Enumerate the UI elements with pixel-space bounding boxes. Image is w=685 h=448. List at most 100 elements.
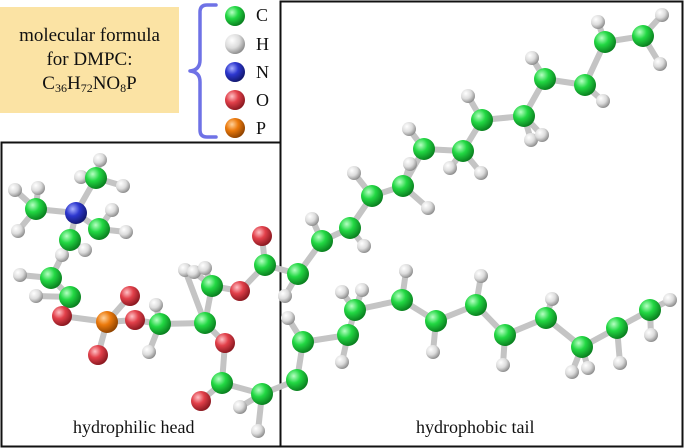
hydrogen-atom — [149, 298, 163, 312]
hydrogen-atom — [545, 292, 559, 306]
hydrogen-atom — [13, 268, 27, 282]
hydrogen-atom — [74, 170, 88, 184]
carbon-atom — [594, 31, 616, 53]
carbon-atom — [287, 263, 309, 285]
hydrogen-atom — [474, 269, 488, 283]
legend-swatches — [225, 6, 245, 138]
carbon-atom — [59, 286, 81, 308]
phosphorus-atom — [96, 311, 118, 333]
carbon-atom — [88, 218, 110, 240]
hydrogen-atom — [613, 356, 627, 370]
oxygen-atom — [52, 306, 72, 326]
carbon-atom — [639, 299, 661, 321]
atom-layer — [8, 8, 677, 438]
hydrogen-atom — [78, 243, 92, 257]
carbon-atom — [194, 312, 216, 334]
carbon-atom — [391, 289, 413, 311]
hydrogen-atom — [655, 8, 669, 22]
hydrogen-atom — [525, 51, 539, 65]
hydrogen-atom — [653, 57, 667, 71]
molecular-formula-box: molecular formula for DMPC: C36H72NO8P — [0, 7, 179, 113]
legend-bracket — [188, 3, 218, 139]
legend-swatch-carbon — [225, 6, 245, 26]
carbon-atom — [413, 138, 435, 160]
hydrogen-atom — [105, 203, 119, 217]
carbon-atom — [513, 105, 535, 127]
carbon-atom — [632, 25, 654, 47]
hydrogen-atom — [335, 355, 349, 369]
hydrogen-atom — [644, 328, 658, 342]
hydrogen-atom — [355, 283, 369, 297]
carbon-atom — [465, 294, 487, 316]
carbon-atom — [211, 372, 233, 394]
hydrogen-atom — [524, 133, 538, 147]
hydrogen-atom — [403, 157, 417, 171]
oxygen-atom — [88, 345, 108, 365]
hydrogen-atom — [116, 179, 130, 193]
formula-title-line-1: molecular formula — [19, 25, 160, 46]
legend-label-carbon: C — [256, 5, 269, 25]
formula-subscript: 8 — [120, 81, 127, 95]
hydrogen-atom — [29, 289, 43, 303]
carbon-atom — [392, 175, 414, 197]
hydrogen-atom — [591, 15, 605, 29]
carbon-atom — [311, 230, 333, 252]
hydrogen-atom — [474, 166, 488, 180]
carbon-atom — [59, 229, 81, 251]
formula-part: P — [126, 73, 137, 94]
hydrogen-atom — [399, 264, 413, 278]
formula-part: C — [42, 73, 55, 94]
hydrogen-atom — [8, 183, 22, 197]
carbon-atom — [425, 310, 447, 332]
legend-swatch-hydrogen — [225, 34, 245, 54]
carbon-atom — [292, 331, 314, 353]
carbon-atom — [452, 140, 474, 162]
carbon-atom — [574, 74, 596, 96]
hydrogen-atom — [198, 261, 212, 275]
carbon-atom — [535, 307, 557, 329]
hydrogen-atom — [496, 358, 510, 372]
hydrogen-atom — [443, 161, 457, 175]
hydrogen-atom — [119, 225, 133, 239]
hydrogen-atom — [93, 153, 107, 167]
carbon-atom — [254, 254, 276, 276]
oxygen-atom — [120, 286, 140, 306]
carbon-atom — [494, 324, 516, 346]
hydrogen-atom — [357, 239, 371, 253]
hydrogen-atom — [426, 345, 440, 359]
chemical-formula: C36H72NO8P — [0, 72, 179, 96]
hydrogen-atom — [421, 201, 435, 215]
legend-label-hydrogen: H — [256, 34, 269, 54]
carbon-atom — [85, 167, 107, 189]
carbon-atom — [149, 313, 171, 335]
formula-title-line-2: for DMPC: — [46, 49, 133, 70]
hydrophobic-tail-label: hydrophobic tail — [416, 417, 535, 437]
formula-subscript: 72 — [80, 81, 93, 95]
legend-swatch-oxygen — [225, 90, 245, 110]
hydrogen-atom — [11, 224, 25, 238]
hydrogen-atom — [305, 212, 319, 226]
hydrogen-atom — [565, 365, 579, 379]
carbon-atom — [606, 317, 628, 339]
hydrogen-atom — [278, 289, 292, 303]
hydrogen-atom — [335, 285, 349, 299]
legend-label-phosphorus: P — [256, 118, 267, 138]
hydrogen-atom — [535, 128, 549, 142]
hydrogen-atom — [55, 248, 69, 262]
carbon-atom — [344, 299, 366, 321]
oxygen-atom — [125, 310, 145, 330]
nitrogen-atom — [65, 202, 87, 224]
formula-subscript: 36 — [54, 81, 67, 95]
hydrogen-atom — [142, 345, 156, 359]
hydrogen-atom — [461, 89, 475, 103]
hydrogen-atom — [663, 293, 677, 307]
oxygen-atom — [252, 226, 272, 246]
hydrogen-atom — [402, 122, 416, 136]
hydrogen-atom — [251, 424, 265, 438]
oxygen-atom — [191, 391, 211, 411]
hydrogen-atom — [596, 94, 610, 108]
hydrophobic-tail-frame — [279, 0, 684, 448]
carbon-atom — [534, 68, 556, 90]
carbon-atom — [339, 217, 361, 239]
